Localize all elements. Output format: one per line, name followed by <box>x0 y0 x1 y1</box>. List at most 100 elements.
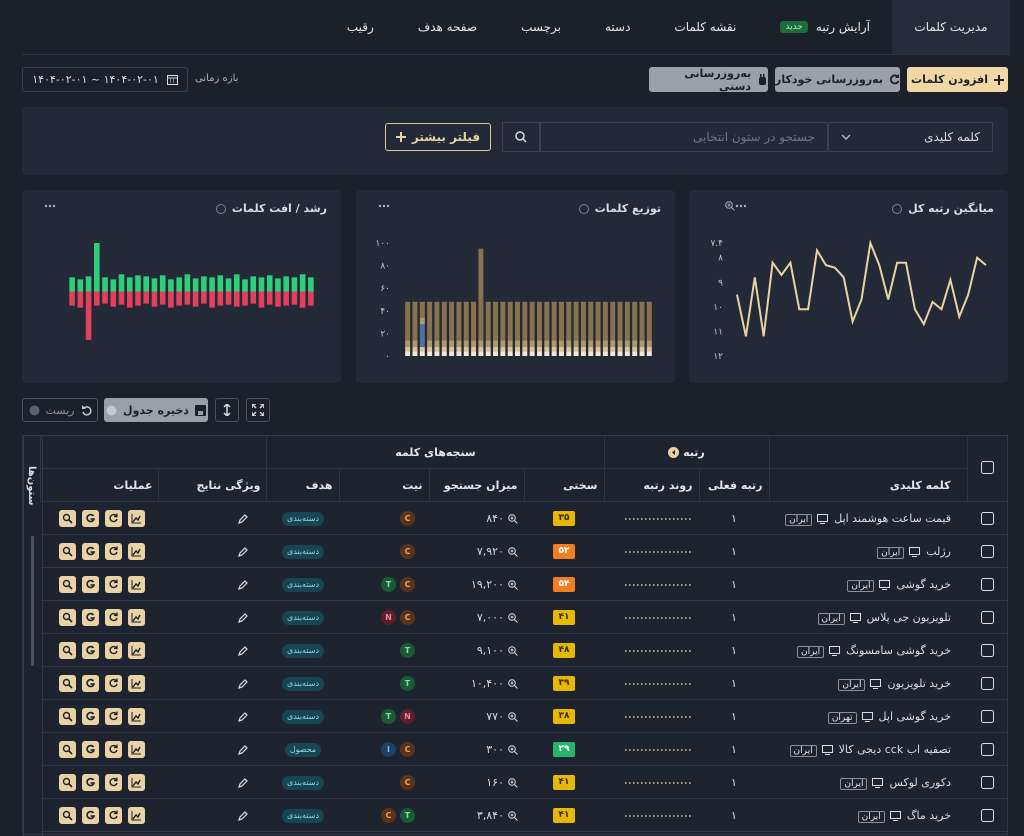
action-button[interactable] <box>59 774 76 791</box>
manual-update-button[interactable]: به‌روزرسانی دستی <box>649 67 768 92</box>
edit-icon[interactable] <box>237 744 249 756</box>
action-button[interactable] <box>82 741 99 758</box>
action-button[interactable] <box>82 609 99 626</box>
action-button[interactable] <box>105 642 122 659</box>
action-button[interactable] <box>105 609 122 626</box>
action-icon-part <box>69 586 72 589</box>
volume-cell: ۳۰۰ <box>429 733 524 766</box>
search-input[interactable]: جستجو در ستون انتخابی <box>540 122 828 152</box>
edit-icon[interactable] <box>237 579 249 591</box>
save-table-button[interactable]: ذخیره جدول <box>104 398 208 422</box>
add-button[interactable]: افزودن کلمات <box>907 67 1008 92</box>
action-button[interactable] <box>82 510 99 527</box>
chart-card: رشد / افت کلمات <box>22 190 341 383</box>
action-button[interactable] <box>128 609 145 626</box>
tab[interactable]: برچسب <box>499 0 583 54</box>
intent-badge: T <box>400 676 415 691</box>
action-button[interactable] <box>128 741 145 758</box>
action-button[interactable] <box>59 675 76 692</box>
tab[interactable]: دسته <box>583 0 652 54</box>
action-button[interactable] <box>105 675 122 692</box>
difficulty-cell: ۵۲ <box>524 535 604 568</box>
date-range-picker[interactable]: ۱۴۰۴-۰۲-۰۱ ~ ۱۴۰۴-۰۲-۰۱ <box>22 67 188 92</box>
action-button[interactable] <box>59 576 76 593</box>
checkbox[interactable] <box>981 461 994 474</box>
bar-segment <box>218 275 224 291</box>
action-button[interactable] <box>128 708 145 725</box>
reset-icon <box>81 405 92 416</box>
action-button[interactable] <box>82 807 99 824</box>
action-button[interactable] <box>105 543 122 560</box>
column-select[interactable]: کلمه کلیدی <box>828 122 993 152</box>
action-button[interactable] <box>59 807 76 824</box>
keyword-cell: قیمت ساعت هوشمند اپلایران <box>769 502 967 535</box>
checkbox[interactable] <box>981 644 994 657</box>
tab[interactable]: نقشه کلمات <box>652 0 758 54</box>
action-button[interactable] <box>128 510 145 527</box>
action-button[interactable] <box>105 708 122 725</box>
checkbox[interactable] <box>981 611 994 624</box>
columns-label: ستون‌ها <box>26 466 37 505</box>
action-button[interactable] <box>128 675 145 692</box>
bar-segment <box>110 292 116 307</box>
expand-button[interactable] <box>246 398 270 422</box>
bar-segment <box>152 292 158 307</box>
edit-icon[interactable] <box>237 645 249 657</box>
action-icon-part <box>87 778 94 785</box>
bar-segment <box>259 277 265 291</box>
action-button[interactable] <box>82 774 99 791</box>
checkbox[interactable] <box>981 677 994 690</box>
checkbox[interactable] <box>981 809 994 822</box>
action-button[interactable] <box>128 543 145 560</box>
edit-icon[interactable] <box>237 777 249 789</box>
checkbox[interactable] <box>981 545 994 558</box>
action-button[interactable] <box>59 543 76 560</box>
arrow-icon[interactable] <box>668 447 679 458</box>
action-button[interactable] <box>105 741 122 758</box>
edit-icon[interactable] <box>237 546 249 558</box>
action-button[interactable] <box>82 642 99 659</box>
edit-icon[interactable] <box>237 711 249 723</box>
search-button[interactable] <box>502 122 540 152</box>
action-button[interactable] <box>105 774 122 791</box>
action-button[interactable] <box>59 708 76 725</box>
action-button[interactable] <box>82 708 99 725</box>
tab[interactable]: مدیریت کلمات <box>892 0 1010 54</box>
checkbox[interactable] <box>981 578 994 591</box>
checkbox[interactable] <box>981 710 994 723</box>
action-button[interactable] <box>82 543 99 560</box>
bar-segment <box>618 351 623 356</box>
action-button[interactable] <box>59 510 76 527</box>
action-button[interactable] <box>128 576 145 593</box>
edit-icon[interactable] <box>237 513 249 525</box>
auto-update-button[interactable]: به‌روزرسانی خودکار <box>775 67 900 92</box>
action-button[interactable] <box>128 807 145 824</box>
action-button[interactable] <box>82 675 99 692</box>
checkbox[interactable] <box>981 776 994 789</box>
tab[interactable]: رقیب <box>325 0 396 54</box>
tab[interactable]: آرایش رتبهجدید <box>758 0 892 54</box>
button-label: ذخیره جدول <box>123 404 189 417</box>
edit-icon[interactable] <box>237 810 249 822</box>
reset-button[interactable]: ریست <box>22 398 98 422</box>
date-label: بازه زمانی <box>195 73 238 84</box>
row-height-button[interactable] <box>215 398 239 422</box>
difficulty-badge: ۴۱ <box>553 610 575 625</box>
action-button[interactable] <box>59 741 76 758</box>
action-button[interactable] <box>82 576 99 593</box>
action-button[interactable] <box>59 642 76 659</box>
action-button[interactable] <box>128 774 145 791</box>
action-button[interactable] <box>105 576 122 593</box>
edit-icon[interactable] <box>237 678 249 690</box>
tab[interactable]: صفحه هدف <box>396 0 499 54</box>
action-button[interactable] <box>105 510 122 527</box>
checkbox[interactable] <box>981 743 994 756</box>
checkbox[interactable] <box>981 512 994 525</box>
action-button[interactable] <box>59 609 76 626</box>
target-badge: دسته‌بندی <box>282 644 324 658</box>
edit-icon[interactable] <box>237 612 249 624</box>
more-filter-button[interactable]: فیلتر بیشتر <box>385 123 491 151</box>
action-icon-part <box>110 679 117 686</box>
action-button[interactable] <box>128 642 145 659</box>
action-button[interactable] <box>105 807 122 824</box>
